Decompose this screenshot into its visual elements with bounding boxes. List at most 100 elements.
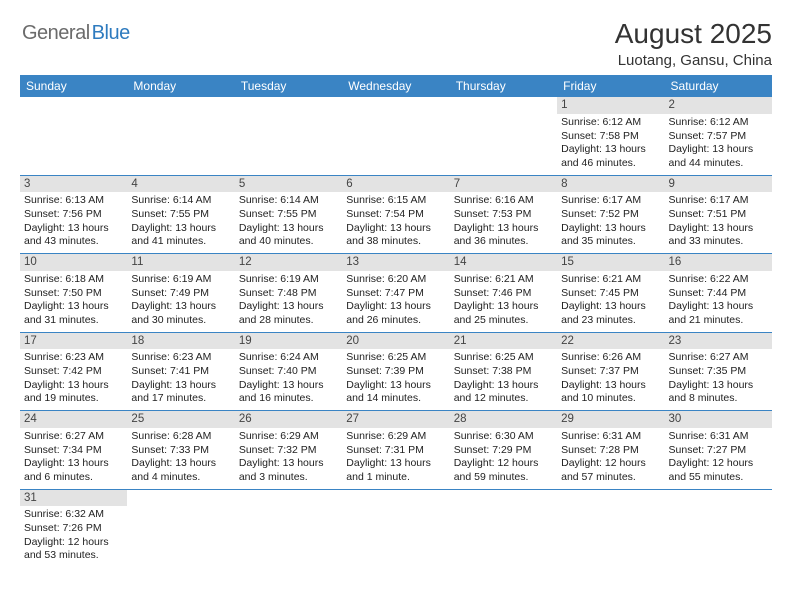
sunset-text: Sunset: 7:55 PM [239, 208, 338, 222]
daylight-text: Daylight: 12 hours [24, 536, 123, 550]
day-number: 2 [665, 97, 772, 114]
day-number: 6 [342, 176, 449, 193]
daylight-text: Daylight: 13 hours [454, 222, 553, 236]
daylight-text: and 59 minutes. [454, 471, 553, 485]
sunset-text: Sunset: 7:48 PM [239, 287, 338, 301]
day-number: 18 [127, 333, 234, 350]
daylight-text: and 4 minutes. [131, 471, 230, 485]
day-number: 30 [665, 411, 772, 428]
daylight-text: and 16 minutes. [239, 392, 338, 406]
sunset-text: Sunset: 7:57 PM [669, 130, 768, 144]
sunrise-text: Sunrise: 6:14 AM [131, 194, 230, 208]
location: Luotang, Gansu, China [615, 52, 772, 69]
sunset-text: Sunset: 7:50 PM [24, 287, 123, 301]
sunrise-text: Sunrise: 6:29 AM [239, 430, 338, 444]
logo-text-gray: General [22, 22, 90, 45]
weekday-header: Thursday [450, 75, 557, 97]
day-number: 22 [557, 333, 664, 350]
daylight-text: and 1 minute. [346, 471, 445, 485]
sunrise-text: Sunrise: 6:31 AM [561, 430, 660, 444]
calendar-cell [127, 97, 234, 175]
sunset-text: Sunset: 7:53 PM [454, 208, 553, 222]
daylight-text: Daylight: 13 hours [669, 379, 768, 393]
daylight-text: and 40 minutes. [239, 235, 338, 249]
calendar-row: 1Sunrise: 6:12 AMSunset: 7:58 PMDaylight… [20, 97, 772, 175]
calendar-row: 3Sunrise: 6:13 AMSunset: 7:56 PMDaylight… [20, 175, 772, 254]
day-number: 31 [20, 490, 127, 507]
day-number: 21 [450, 333, 557, 350]
calendar-cell: 7Sunrise: 6:16 AMSunset: 7:53 PMDaylight… [450, 175, 557, 254]
sunset-text: Sunset: 7:28 PM [561, 444, 660, 458]
daylight-text: and 28 minutes. [239, 314, 338, 328]
daylight-text: Daylight: 13 hours [346, 222, 445, 236]
sunset-text: Sunset: 7:51 PM [669, 208, 768, 222]
day-number: 28 [450, 411, 557, 428]
day-number: 16 [665, 254, 772, 271]
daylight-text: Daylight: 13 hours [346, 300, 445, 314]
sunrise-text: Sunrise: 6:20 AM [346, 273, 445, 287]
weekday-header-row: Sunday Monday Tuesday Wednesday Thursday… [20, 75, 772, 97]
calendar-cell: 5Sunrise: 6:14 AMSunset: 7:55 PMDaylight… [235, 175, 342, 254]
sunset-text: Sunset: 7:46 PM [454, 287, 553, 301]
title-block: August 2025 Luotang, Gansu, China [615, 18, 772, 69]
daylight-text: Daylight: 13 hours [24, 379, 123, 393]
day-number: 19 [235, 333, 342, 350]
calendar-cell: 10Sunrise: 6:18 AMSunset: 7:50 PMDayligh… [20, 254, 127, 333]
calendar-cell: 2Sunrise: 6:12 AMSunset: 7:57 PMDaylight… [665, 97, 772, 175]
day-number: 15 [557, 254, 664, 271]
calendar-cell: 4Sunrise: 6:14 AMSunset: 7:55 PMDaylight… [127, 175, 234, 254]
header: GeneralBlue August 2025 Luotang, Gansu, … [20, 18, 772, 69]
daylight-text: Daylight: 13 hours [669, 300, 768, 314]
sunset-text: Sunset: 7:34 PM [24, 444, 123, 458]
day-number: 3 [20, 176, 127, 193]
day-number: 24 [20, 411, 127, 428]
daylight-text: Daylight: 13 hours [239, 379, 338, 393]
calendar-cell: 31Sunrise: 6:32 AMSunset: 7:26 PMDayligh… [20, 489, 127, 567]
sunrise-text: Sunrise: 6:18 AM [24, 273, 123, 287]
sunset-text: Sunset: 7:33 PM [131, 444, 230, 458]
weekday-header: Saturday [665, 75, 772, 97]
sunrise-text: Sunrise: 6:21 AM [561, 273, 660, 287]
day-number: 1 [557, 97, 664, 114]
sunrise-text: Sunrise: 6:27 AM [669, 351, 768, 365]
sunrise-text: Sunrise: 6:19 AM [131, 273, 230, 287]
daylight-text: and 41 minutes. [131, 235, 230, 249]
calendar-cell [450, 97, 557, 175]
calendar-cell [450, 489, 557, 567]
daylight-text: Daylight: 12 hours [669, 457, 768, 471]
calendar-cell [235, 489, 342, 567]
daylight-text: and 8 minutes. [669, 392, 768, 406]
calendar-row: 10Sunrise: 6:18 AMSunset: 7:50 PMDayligh… [20, 254, 772, 333]
sunrise-text: Sunrise: 6:16 AM [454, 194, 553, 208]
daylight-text: Daylight: 13 hours [346, 457, 445, 471]
day-number: 25 [127, 411, 234, 428]
daylight-text: Daylight: 13 hours [239, 457, 338, 471]
daylight-text: and 33 minutes. [669, 235, 768, 249]
weekday-header: Monday [127, 75, 234, 97]
calendar-cell [557, 489, 664, 567]
daylight-text: Daylight: 13 hours [669, 143, 768, 157]
daylight-text: Daylight: 13 hours [561, 379, 660, 393]
day-number: 9 [665, 176, 772, 193]
sunset-text: Sunset: 7:49 PM [131, 287, 230, 301]
sunset-text: Sunset: 7:45 PM [561, 287, 660, 301]
day-number: 23 [665, 333, 772, 350]
sunrise-text: Sunrise: 6:14 AM [239, 194, 338, 208]
daylight-text: and 38 minutes. [346, 235, 445, 249]
calendar-cell: 16Sunrise: 6:22 AMSunset: 7:44 PMDayligh… [665, 254, 772, 333]
sunrise-text: Sunrise: 6:19 AM [239, 273, 338, 287]
daylight-text: and 14 minutes. [346, 392, 445, 406]
calendar-cell: 28Sunrise: 6:30 AMSunset: 7:29 PMDayligh… [450, 411, 557, 490]
calendar-cell: 17Sunrise: 6:23 AMSunset: 7:42 PMDayligh… [20, 332, 127, 411]
sunrise-text: Sunrise: 6:30 AM [454, 430, 553, 444]
sunset-text: Sunset: 7:58 PM [561, 130, 660, 144]
weekday-header: Tuesday [235, 75, 342, 97]
sunrise-text: Sunrise: 6:25 AM [346, 351, 445, 365]
daylight-text: Daylight: 13 hours [561, 300, 660, 314]
daylight-text: and 12 minutes. [454, 392, 553, 406]
daylight-text: Daylight: 13 hours [561, 143, 660, 157]
daylight-text: and 30 minutes. [131, 314, 230, 328]
daylight-text: Daylight: 12 hours [454, 457, 553, 471]
calendar-cell: 12Sunrise: 6:19 AMSunset: 7:48 PMDayligh… [235, 254, 342, 333]
weekday-header: Sunday [20, 75, 127, 97]
